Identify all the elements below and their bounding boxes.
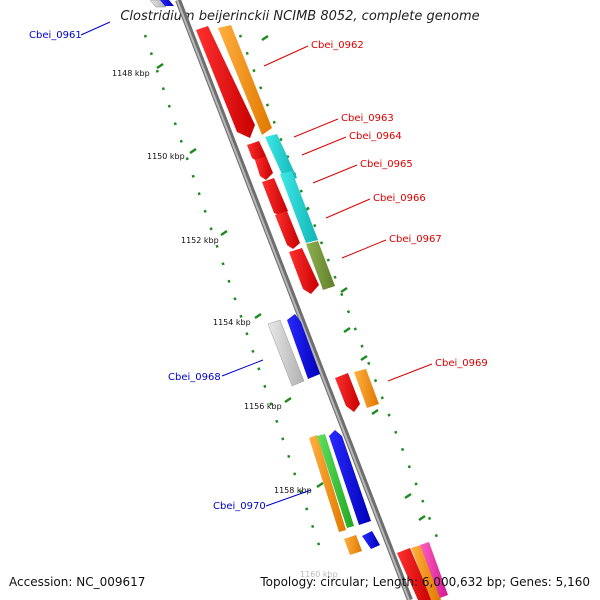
gene-label-cbei-0966[interactable]: Cbei_0966 (373, 193, 426, 204)
scale-tick (360, 354, 368, 362)
length-label: Length: (372, 575, 419, 589)
scale-label: 1148 kbp (112, 69, 150, 78)
scale-tick (189, 147, 197, 155)
scale-tick (261, 34, 269, 42)
callout-line (263, 45, 309, 67)
accession-value: NC_009617 (76, 575, 146, 589)
gene-label-cbei-0965[interactable]: Cbei_0965 (360, 159, 413, 170)
gene-feature-small-blue[interactable] (362, 531, 380, 549)
accession-label: Accession: (9, 575, 73, 589)
topology-label: Topology: (260, 575, 317, 589)
gene-feature-small-orange[interactable] (344, 535, 362, 555)
gene-label-cbei-0968[interactable]: Cbei_0968 (168, 372, 221, 383)
scale-label-faded: 1160 kbp (300, 570, 338, 579)
gene-label-cbei-0961[interactable]: Cbei_0961 (29, 30, 82, 41)
scale-tick (316, 481, 324, 489)
gene-feature-cbei-0970-green[interactable] (317, 434, 354, 528)
callout-line (265, 489, 312, 507)
gene-feature-red[interactable] (275, 211, 300, 249)
gene-feature-cbei-0962-orange[interactable] (218, 25, 272, 135)
genome-axis-highlight (176, 0, 410, 600)
length-value: 6,000,632 bp (421, 575, 502, 589)
scale-label: 1156 kbp (244, 402, 282, 411)
gene-feature-cbei-0968-blue[interactable] (287, 314, 320, 379)
gene-label-cbei-0967[interactable]: Cbei_0967 (389, 234, 442, 245)
gene-label-cbei-0964[interactable]: Cbei_0964 (349, 131, 402, 142)
callout-line (80, 21, 111, 36)
gene-feature-cbei-0967[interactable] (306, 241, 335, 290)
scale-tick (340, 286, 348, 294)
scale-label: 1150 kbp (147, 152, 185, 161)
gene-feature-cbei-0963[interactable] (247, 141, 266, 163)
gene-feature-red[interactable] (262, 178, 288, 216)
gene-feature-bottom-orange[interactable] (411, 545, 441, 600)
scale-tick (284, 396, 292, 404)
gene-feature-cbei-0962[interactable] (196, 26, 255, 138)
scale-tick (343, 326, 351, 334)
gene-feature-cbei-0964[interactable] (255, 156, 273, 180)
genome-title: Clostridium beijerinckii NCIMB 8052, com… (120, 9, 480, 24)
callout-line (341, 239, 387, 259)
gene-feature-cbei-0969[interactable] (335, 373, 360, 412)
gene-feature-cbei-0970-blue[interactable] (329, 430, 371, 525)
gene-feature-bottom-red[interactable] (397, 548, 432, 600)
callout-line (312, 164, 358, 184)
scale-tick (371, 408, 379, 416)
scale-tick (220, 229, 228, 237)
gene-feature-red[interactable] (289, 248, 319, 294)
gene-feature-bottom-pink[interactable] (420, 542, 448, 598)
gene-feature-cbei-0969-orange[interactable] (354, 369, 379, 408)
callout-line (293, 118, 339, 138)
scale-tick (254, 312, 262, 320)
scale-label: 1152 kbp (181, 236, 219, 245)
gene-label-cbei-0963[interactable]: Cbei_0963 (341, 113, 394, 124)
gene-feature-cbei-0965[interactable] (265, 134, 297, 181)
accession-info: Accession: NC_009617 (9, 575, 145, 589)
gene-label-cbei-0969[interactable]: Cbei_0969 (435, 358, 488, 369)
gene-label-cbei-0962[interactable]: Cbei_0962 (311, 40, 364, 51)
gene-feature-cbei-0970-orange[interactable] (309, 435, 346, 532)
gene-feature-cbei-0961[interactable] (149, 0, 174, 8)
scale-tick (418, 514, 426, 522)
scale-ticks (156, 34, 426, 522)
callout-line (387, 363, 433, 382)
genes-label: Genes: (509, 575, 552, 589)
scale-label: 1158 kbp (274, 486, 312, 495)
callout-line (221, 359, 264, 377)
topology-value: circular (320, 575, 365, 589)
scale-label: 1154 kbp (213, 318, 251, 327)
callout-line (325, 198, 371, 219)
gene-feature-cbei-0968[interactable] (267, 319, 305, 387)
genes-value: 5,160 (555, 575, 590, 589)
genome-summary: Topology: circular; Length: 6,000,632 bp… (260, 575, 590, 589)
gene-label-cbei-0970[interactable]: Cbei_0970 (213, 501, 266, 512)
gene-feature-cbei-0966[interactable] (280, 171, 318, 243)
scale-tick (156, 62, 164, 70)
callout-line (301, 136, 347, 156)
scale-tick (404, 492, 412, 500)
